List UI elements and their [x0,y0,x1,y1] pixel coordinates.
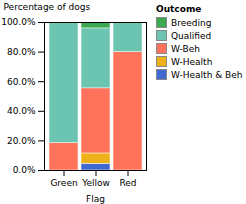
html-text:Qualified: Qualified [171,30,212,41]
svg-text:Yellow: Yellow [81,178,110,188]
html-text:W-Health & Beh: W-Health & Beh [171,69,243,80]
svg-text:20.0%: 20.0% [7,136,36,146]
html-text:W-Health: W-Health [171,56,213,67]
html-text:W-Beh: W-Beh [171,43,200,54]
svg-text:100.0%: 100.0% [1,17,36,27]
svg-text:Red: Red [119,178,136,188]
html-text:Outcome: Outcome [156,4,202,14]
svg-text:40.0%: 40.0% [7,106,36,116]
svg-text:60.0%: 60.0% [7,77,36,87]
svg-text:Green: Green [50,178,77,188]
html-text:Breeding: Breeding [171,17,212,28]
svg-text:0.0%: 0.0% [13,165,36,175]
svg-text:Percentage of dogs: Percentage of dogs [4,2,91,12]
svg-text:80.0%: 80.0% [7,47,36,57]
svg-text:Flag: Flag [86,194,105,204]
